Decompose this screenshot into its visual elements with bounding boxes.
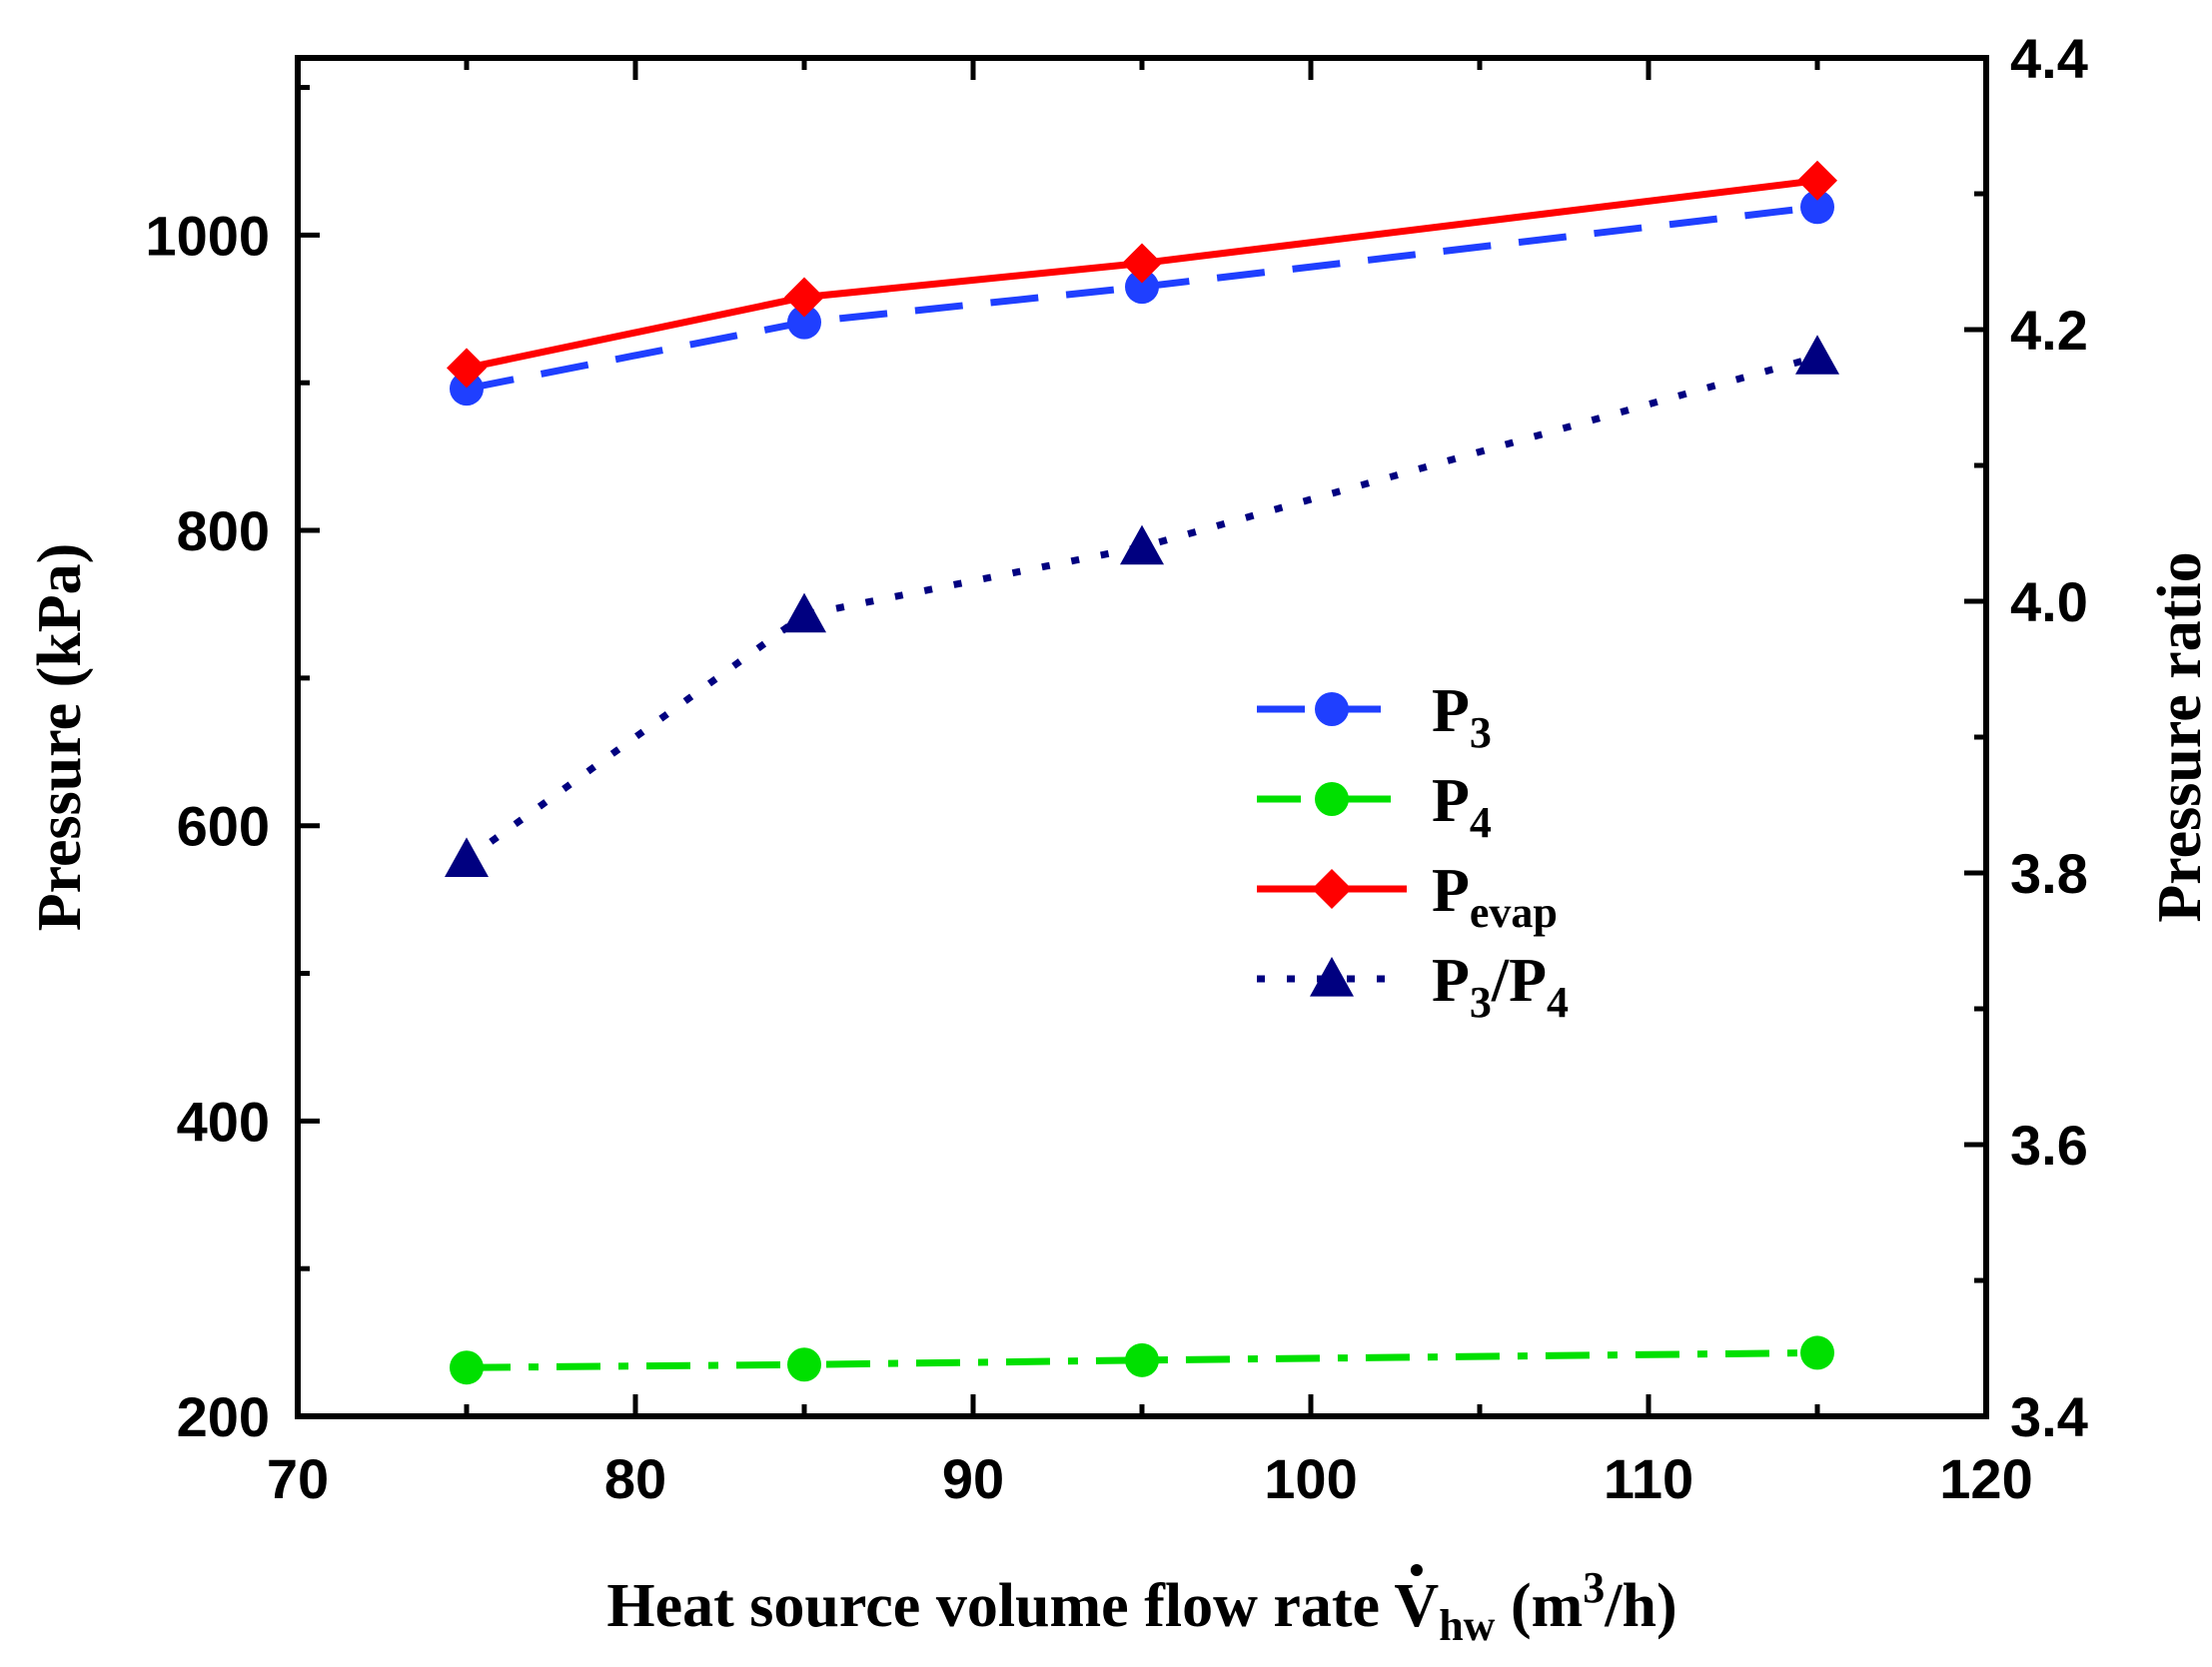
legend-label-suffix-sub: 4 xyxy=(1547,978,1569,1027)
left-y-tick-label: 400 xyxy=(177,1090,270,1153)
series-line-pevap xyxy=(466,177,1818,372)
series-line-p3 xyxy=(466,203,1818,393)
left-y-tick-label: 200 xyxy=(177,1385,270,1448)
legend-label-main: P xyxy=(1432,677,1470,745)
data-point-ratio xyxy=(445,837,489,877)
x-axis-title-unit-sup: 3 xyxy=(1583,1563,1605,1612)
data-point-p3 xyxy=(1125,270,1159,305)
right-y-tick-label: 4.4 xyxy=(2010,27,2088,90)
data-point-p4 xyxy=(1125,1342,1159,1377)
data-series xyxy=(445,160,1839,1385)
legend-label-main: P xyxy=(1432,857,1470,925)
x-axis-title-dot-accent xyxy=(1410,1564,1423,1576)
x-axis-title-unit-open: (m xyxy=(1495,1572,1583,1640)
legend-label-sub: evap xyxy=(1470,888,1558,937)
data-point-p4 xyxy=(1800,1335,1834,1370)
legend-label-pevap: Pevap xyxy=(1432,857,1558,937)
right-y-tick-label: 3.4 xyxy=(2010,1385,2088,1448)
legend-marker-p4 xyxy=(1315,782,1349,816)
right-y-tick-label: 4.2 xyxy=(2010,299,2088,362)
data-point-pevap xyxy=(784,277,824,318)
x-tick-label: 120 xyxy=(1939,1447,2032,1510)
data-point-pevap xyxy=(1122,243,1162,284)
legend-marker-p3 xyxy=(1315,692,1349,726)
legend-label-p4: P4 xyxy=(1432,767,1492,847)
x-axis-title-symbol: V xyxy=(1394,1572,1439,1640)
x-tick-label: 90 xyxy=(942,1447,1004,1510)
data-point-ratio xyxy=(1795,335,1839,375)
legend-label-main: P xyxy=(1432,767,1470,835)
data-point-pevap xyxy=(447,348,487,389)
series-line-ratio xyxy=(464,353,1818,863)
data-point-p4 xyxy=(787,1347,821,1382)
right-y-axis-tick-labels: 3.4 3.6 3.8 4.0 4.2 4.4 xyxy=(2010,27,2088,1448)
data-point-ratio xyxy=(782,592,826,633)
series-line-p4 xyxy=(466,1348,1818,1371)
legend-marker-pevap xyxy=(1312,869,1352,909)
legend-label-ratio: P3/P4 xyxy=(1432,947,1569,1027)
left-y-tick-label: 600 xyxy=(177,795,270,858)
left-y-axis-tick-labels: 200 400 600 800 1000 xyxy=(145,204,270,1448)
left-y-tick-label: 1000 xyxy=(145,204,270,267)
data-point-p3 xyxy=(1800,190,1834,225)
x-axis-title-unit-close: /h) xyxy=(1604,1572,1676,1640)
legend-label-p3: P3 xyxy=(1432,677,1492,757)
data-point-p4 xyxy=(450,1350,484,1385)
right-y-tick-label: 4.0 xyxy=(2010,570,2088,633)
x-axis-title-main: Heat source volume flow rate xyxy=(606,1572,1394,1640)
axis-ticks xyxy=(295,55,1989,1419)
x-axis-title-symbol-sub: hw xyxy=(1439,1601,1495,1650)
x-tick-label: 70 xyxy=(267,1447,329,1510)
x-axis-title: Heat source volume flow rate Vhw (m3/h) xyxy=(606,1563,1676,1650)
legend-label-sub: 3 xyxy=(1470,708,1492,757)
left-y-tick-label: 800 xyxy=(177,499,270,562)
x-tick-label: 100 xyxy=(1264,1447,1357,1510)
x-tick-label: 80 xyxy=(604,1447,666,1510)
legend-label-suffix: /P xyxy=(1491,947,1547,1015)
data-point-pevap xyxy=(1797,160,1837,201)
legend-label-sub: 4 xyxy=(1470,798,1492,847)
right-y-axis-title: Pressure ratio xyxy=(2146,551,2212,922)
x-axis-tick-labels: 70 80 90 100 110 120 xyxy=(267,1447,2033,1510)
right-y-tick-label: 3.6 xyxy=(2010,1114,2088,1177)
data-point-p3 xyxy=(450,372,484,407)
x-tick-label: 110 xyxy=(1604,1447,1693,1510)
right-y-tick-label: 3.8 xyxy=(2010,842,2088,905)
legend-label-sub: 3 xyxy=(1470,978,1492,1027)
data-point-p3 xyxy=(787,305,821,340)
left-y-axis-title: Pressure (kPa) xyxy=(26,543,94,932)
data-point-ratio xyxy=(1120,524,1164,565)
legend-label-main: P xyxy=(1432,947,1470,1015)
legend-marker-ratio xyxy=(1310,957,1354,997)
